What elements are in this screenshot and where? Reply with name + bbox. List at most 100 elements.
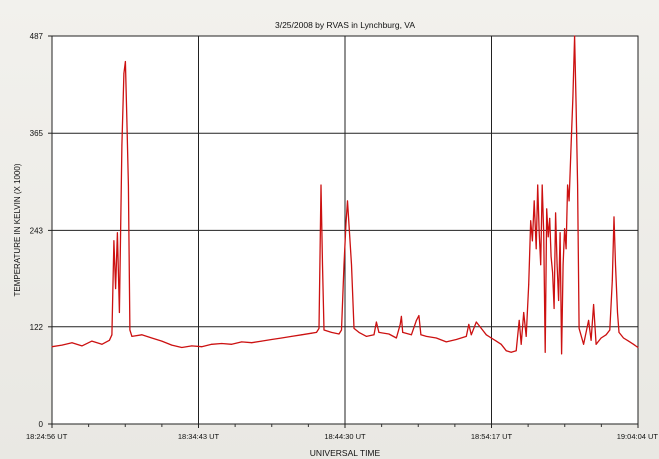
data-point — [613, 216, 615, 218]
chart-title: 3/25/2008 by RVAS in Lynchburg, VA — [275, 20, 415, 30]
data-point — [445, 341, 447, 343]
data-point — [525, 335, 527, 337]
data-point — [588, 319, 590, 321]
data-point — [540, 264, 542, 266]
y-tick-label: 0 — [39, 420, 44, 429]
y-tick-label: 122 — [30, 323, 44, 332]
data-point — [388, 333, 390, 335]
data-point — [301, 334, 303, 336]
data-point — [537, 184, 539, 186]
data-point — [323, 329, 325, 331]
data-point — [465, 335, 467, 337]
data-point — [141, 334, 143, 336]
data-point — [251, 342, 253, 344]
minor-ticks — [88, 424, 602, 427]
data-point — [535, 248, 537, 250]
data-point — [71, 342, 73, 344]
data-point — [575, 104, 577, 106]
data-point — [558, 300, 560, 301]
y-tick-label: 365 — [30, 129, 44, 138]
data-point — [505, 350, 507, 352]
data-point — [605, 334, 607, 336]
data-point — [544, 351, 546, 353]
data-point — [61, 344, 63, 346]
data-point — [320, 184, 322, 186]
data-point — [201, 346, 203, 348]
data-point — [561, 353, 563, 355]
data-point — [231, 343, 233, 345]
data-point — [91, 340, 93, 342]
data-point — [555, 212, 557, 214]
data-point — [549, 217, 551, 219]
data-point — [349, 232, 350, 234]
data-point — [113, 240, 115, 242]
data-point — [415, 319, 417, 321]
data-point — [533, 200, 535, 202]
data-point — [181, 347, 183, 348]
data-point — [318, 327, 320, 329]
data-point — [111, 334, 113, 336]
data-point — [515, 350, 517, 352]
y-axis-label: TEMPERATURE IN KELVIN (X 1000) — [13, 163, 22, 296]
data-point — [570, 144, 572, 146]
data-point — [583, 343, 585, 345]
data-point — [124, 61, 126, 62]
x-tick-label: 19:04:04 UT — [617, 432, 659, 441]
data-point — [343, 264, 345, 266]
data-point — [565, 248, 567, 250]
data-point — [623, 337, 624, 339]
y-tick-labels: 0 122 243 365 487 — [30, 32, 44, 429]
data-series — [51, 35, 639, 355]
data-point — [399, 323, 401, 325]
x-tick-labels: 18:24:56 UT 18:34:43 UT 18:44:30 UT 18:54:1… — [26, 432, 658, 441]
data-point — [378, 331, 380, 333]
data-point — [572, 96, 574, 98]
data-point — [617, 312, 618, 313]
data-point — [490, 337, 492, 339]
data-point — [81, 345, 83, 347]
data-point — [547, 236, 549, 238]
data-point — [510, 351, 512, 353]
data-point — [556, 264, 558, 266]
data-point — [637, 347, 639, 348]
data-point — [116, 232, 118, 234]
data-point — [523, 312, 525, 313]
data-point — [101, 343, 103, 345]
y-tick-label: 243 — [30, 226, 44, 235]
data-point — [618, 331, 620, 333]
data-point — [402, 331, 404, 333]
data-point — [455, 339, 457, 340]
data-point — [418, 315, 420, 317]
data-point — [475, 321, 477, 323]
data-point — [425, 335, 427, 337]
data-point — [590, 339, 592, 341]
data-point — [211, 343, 213, 345]
data-point — [552, 272, 554, 274]
data-point — [351, 264, 352, 266]
data-point — [395, 337, 397, 339]
data-point — [271, 339, 273, 340]
data-point — [568, 200, 570, 202]
data-point — [559, 232, 561, 234]
data-point — [161, 340, 163, 342]
data-point — [480, 327, 482, 329]
data-point — [281, 337, 283, 339]
data-point — [541, 184, 543, 186]
data-point — [578, 327, 580, 329]
x-tick-label: 18:34:43 UT — [178, 432, 220, 441]
data-point — [609, 329, 611, 331]
data-point — [567, 184, 569, 186]
data-point — [261, 340, 263, 342]
data-point — [550, 256, 552, 258]
data-point — [593, 304, 595, 305]
data-point — [115, 288, 117, 290]
data-point — [123, 72, 125, 74]
data-point — [129, 329, 131, 331]
data-point — [345, 222, 347, 224]
data-point — [400, 315, 402, 317]
data-point — [171, 344, 173, 346]
data-point — [538, 232, 540, 234]
x-tick-label: 18:44:30 UT — [324, 432, 366, 441]
data-point — [470, 334, 472, 336]
